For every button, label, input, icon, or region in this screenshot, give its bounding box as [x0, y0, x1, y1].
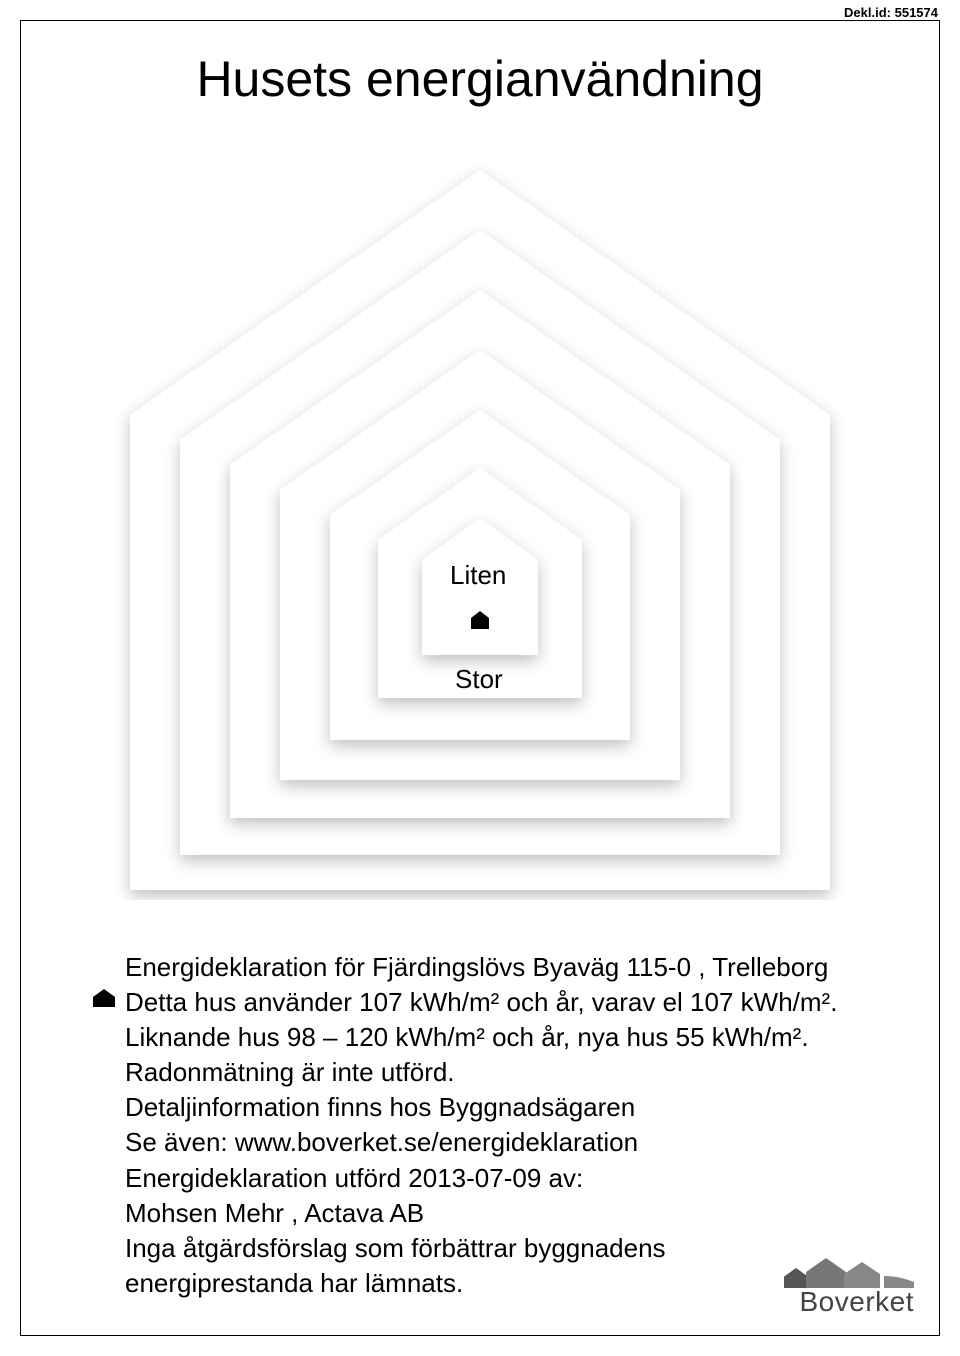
text-line-10: energiprestanda har lämnats. [125, 1266, 845, 1301]
boverket-logo: Boverket [784, 1254, 914, 1318]
label-stor: Stor [455, 664, 503, 695]
text-line-5: Detaljinformation finns hos Byggnadsägar… [125, 1090, 845, 1125]
text-line-3: Liknande hus 98 – 120 kWh/m² och år, nya… [125, 1020, 845, 1055]
page-title: Husets energianvändning [0, 50, 960, 108]
boverket-logo-text: Boverket [784, 1286, 914, 1318]
text-line-1: Energideklaration för Fjärdingslövs Byav… [125, 950, 845, 985]
house-bullet-icon [92, 988, 116, 1008]
label-liten: Liten [450, 560, 506, 591]
declaration-text-block: Energideklaration för Fjärdingslövs Byav… [125, 950, 845, 1301]
energy-house-diagram: Liten Stor [110, 160, 850, 900]
text-line-9: Inga åtgärdsförslag som förbättrar byggn… [125, 1231, 845, 1266]
house-nested-svg [110, 160, 850, 900]
text-line-8: Mohsen Mehr , Actava AB [125, 1196, 845, 1231]
boverket-logo-icon [784, 1254, 914, 1284]
house-marker-icon [470, 610, 490, 630]
text-line-4: Radonmätning är inte utförd. [125, 1055, 845, 1090]
declaration-id: Dekl.id: 551574 [844, 5, 938, 20]
text-line-7: Energideklaration utförd 2013-07-09 av: [125, 1161, 845, 1196]
text-line-2: Detta hus använder 107 kWh/m² och år, va… [125, 985, 845, 1020]
text-line-6: Se även: www.boverket.se/energideklarati… [125, 1125, 845, 1160]
